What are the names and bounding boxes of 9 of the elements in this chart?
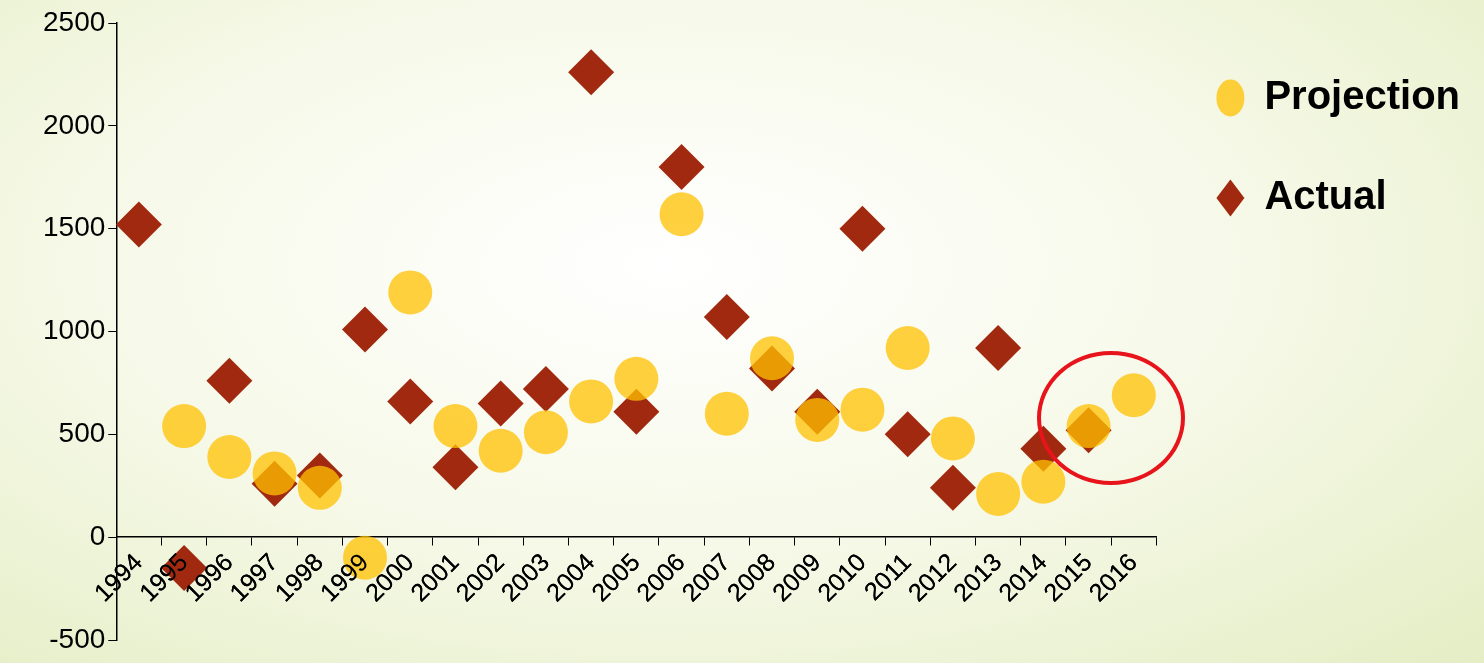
- y-tick-label: 1500: [42, 211, 106, 243]
- y-tick-label: 1000: [42, 314, 106, 346]
- y-tick-label: 2000: [42, 108, 106, 140]
- y-tick-label: 0: [89, 519, 106, 551]
- legend-label: Projection: [1264, 73, 1461, 118]
- y-tick-label: 500: [58, 417, 106, 449]
- y-tick-label: -500: [49, 622, 106, 654]
- y-tick-label: 2500: [42, 5, 106, 37]
- legend-label: Actual: [1264, 173, 1387, 218]
